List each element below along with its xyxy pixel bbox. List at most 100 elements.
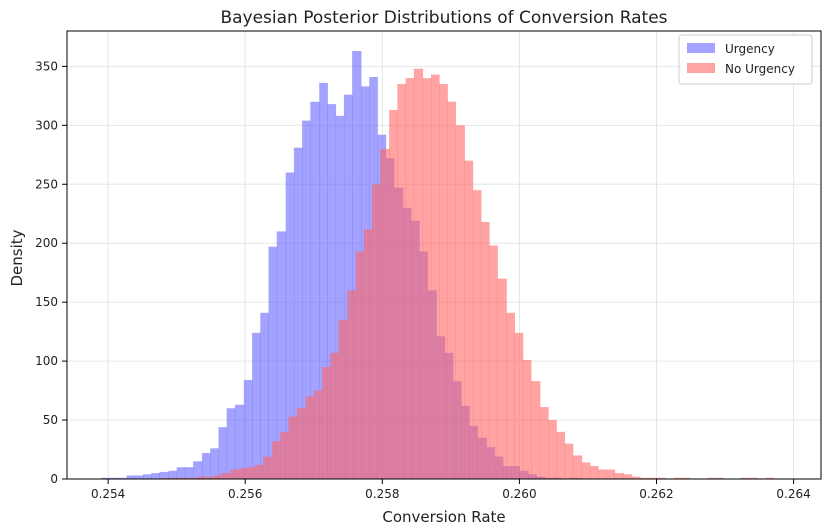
histogram-bar xyxy=(656,477,666,479)
histogram-bar xyxy=(179,477,189,479)
legend-swatch xyxy=(687,43,715,53)
histogram-bar xyxy=(455,125,465,479)
histogram-bar xyxy=(171,477,180,479)
histogram-bar xyxy=(226,408,236,479)
histogram-bar xyxy=(246,467,256,479)
histogram-bar xyxy=(640,477,649,479)
histogram-bar xyxy=(310,101,320,479)
histogram-bar xyxy=(648,477,657,479)
histogram-bar xyxy=(184,467,194,479)
histogram-bar xyxy=(117,477,128,479)
x-tick-label: 0.262 xyxy=(639,487,673,501)
histogram-bar xyxy=(252,332,261,479)
histogram-bar xyxy=(590,466,599,479)
histogram-bar xyxy=(313,390,323,479)
histogram-bar xyxy=(221,473,231,479)
histogram-bar xyxy=(765,477,775,479)
histogram-bar xyxy=(330,352,339,479)
histogram-bar xyxy=(109,477,119,479)
histogram-bar xyxy=(472,190,482,479)
axis-ticks: 0.254 0.256 0.258 0.260 0.262 0.264 0 50 100 150 2… xyxy=(35,59,811,501)
y-tick-label: 100 xyxy=(35,354,58,368)
histogram-bar xyxy=(101,477,110,479)
histogram-bar xyxy=(413,68,424,479)
histogram-bar xyxy=(327,104,337,480)
histogram-bar xyxy=(134,475,144,479)
histogram-bar xyxy=(305,396,315,479)
histogram-bar xyxy=(715,477,725,479)
histogram-bar xyxy=(447,101,457,479)
histogram-bar xyxy=(234,404,245,479)
y-tick-label: 150 xyxy=(35,295,58,309)
histogram-bar xyxy=(238,468,247,479)
y-tick-label: 0 xyxy=(50,472,58,486)
histogram-bar xyxy=(288,416,298,479)
histogram-bar xyxy=(319,82,328,479)
x-tick-label: 0.258 xyxy=(365,487,399,501)
histogram-bar xyxy=(380,148,390,480)
histogram-bar xyxy=(506,312,516,479)
y-axis-label: Density xyxy=(8,229,26,286)
x-tick-label: 0.256 xyxy=(228,487,262,501)
histogram-bar xyxy=(126,475,136,479)
histogram-bar xyxy=(285,172,295,479)
histogram-bar xyxy=(193,461,203,479)
histogram-bar xyxy=(168,470,178,479)
histogram-bar xyxy=(202,453,211,479)
histogram-bar xyxy=(598,469,607,479)
histogram-bar xyxy=(489,245,498,479)
histogram-bar xyxy=(271,441,281,479)
histogram-bar xyxy=(497,278,507,479)
histogram-bar xyxy=(268,246,278,479)
y-tick-label: 350 xyxy=(35,59,58,73)
y-tick-label: 200 xyxy=(35,236,58,250)
histogram-bar xyxy=(548,420,557,479)
histogram-bar xyxy=(276,231,287,479)
legend-label: Urgency xyxy=(725,42,775,56)
histogram-bar xyxy=(176,467,186,479)
histogram-bar xyxy=(204,476,214,479)
histogram-bar xyxy=(343,94,353,480)
histogram-bar xyxy=(439,84,448,479)
histogram-bar xyxy=(572,455,583,479)
histogram-bar xyxy=(556,431,566,479)
histogram-bar xyxy=(397,84,407,479)
histogram-bar xyxy=(522,359,532,479)
histogram-bar xyxy=(355,251,365,479)
plot-frame xyxy=(66,30,822,480)
histogram-bar xyxy=(464,160,474,479)
chart-title: Bayesian Posterior Distributions of Conv… xyxy=(220,8,667,28)
histogram-bar xyxy=(280,431,289,479)
histogram-bar xyxy=(539,407,549,479)
histogram-bar xyxy=(254,464,264,479)
x-axis-label: Conversion Rate xyxy=(382,508,505,526)
histogram-bar xyxy=(389,109,398,479)
histogram-bar xyxy=(606,469,616,479)
histogram-bar xyxy=(196,476,206,479)
histogram-bar xyxy=(210,448,219,479)
histogram-bar xyxy=(673,477,683,479)
histogram-bar xyxy=(564,443,574,479)
histogram-bar xyxy=(531,381,541,479)
histogram-bar xyxy=(338,319,348,479)
histogram-bar xyxy=(422,78,432,479)
legend-label: No Urgency xyxy=(725,62,795,76)
histogram-bar xyxy=(514,332,524,479)
histogram-bars xyxy=(101,51,775,480)
histogram-bar xyxy=(263,456,273,479)
histogram-bar xyxy=(296,408,306,479)
histogram-bar xyxy=(162,477,172,479)
y-tick-label: 300 xyxy=(35,118,58,132)
histogram-bar xyxy=(321,367,331,479)
histogram-bar xyxy=(363,229,373,479)
histogram-bar xyxy=(302,120,311,479)
x-tick-label: 0.264 xyxy=(776,487,810,501)
histogram-bar xyxy=(143,474,152,479)
x-tick-label: 0.260 xyxy=(502,487,536,501)
histogram-bar xyxy=(749,477,758,479)
histogram-bar xyxy=(243,379,253,479)
histogram-bar xyxy=(151,473,160,479)
histogram-bar xyxy=(159,471,169,479)
